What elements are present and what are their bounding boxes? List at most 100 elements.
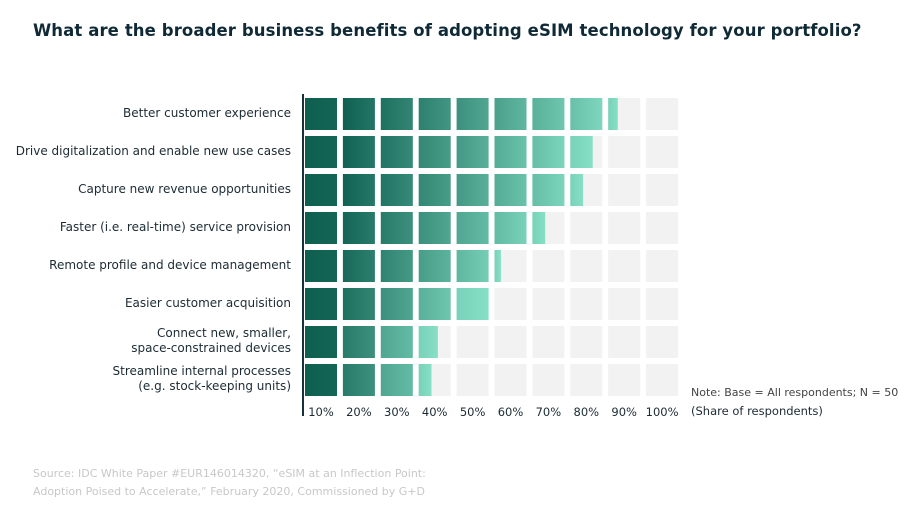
x-tick-label: 80% bbox=[574, 405, 600, 419]
empty-cell bbox=[532, 364, 565, 396]
bar-segment bbox=[342, 288, 375, 320]
empty-cell bbox=[608, 174, 641, 206]
x-tick-label: 50% bbox=[460, 405, 486, 419]
x-tick-label: 40% bbox=[422, 405, 448, 419]
bar-segment bbox=[494, 174, 527, 206]
bar-segment bbox=[418, 250, 451, 282]
bar-segment bbox=[305, 212, 337, 244]
empty-cell bbox=[608, 288, 641, 320]
bar-segment bbox=[532, 98, 565, 130]
empty-cell bbox=[646, 250, 679, 282]
category-label: Remote profile and device management bbox=[49, 257, 291, 272]
category-label: Streamline internal processes (e.g. stock… bbox=[112, 364, 292, 393]
bar-segment bbox=[380, 174, 413, 206]
category-label: Drive digitalization and enable new use … bbox=[15, 143, 291, 158]
bar-segment bbox=[570, 136, 593, 168]
empty-cell bbox=[456, 326, 489, 358]
bar-segment bbox=[494, 250, 501, 282]
empty-cell bbox=[646, 212, 679, 244]
empty-cell bbox=[570, 326, 603, 358]
category-label: Faster (i.e. real-time) service provisio… bbox=[59, 219, 291, 234]
bar-segment bbox=[305, 98, 337, 130]
empty-cell bbox=[456, 364, 489, 396]
category-label: Connect new, smaller, space-constrained d… bbox=[131, 326, 291, 355]
bar-segment bbox=[570, 98, 603, 130]
empty-cell bbox=[608, 136, 641, 168]
bar-segment bbox=[342, 250, 375, 282]
note: Note: Base = All respondents; N = 50 bbox=[691, 386, 899, 399]
bar-segment bbox=[380, 364, 413, 396]
bar-segment bbox=[305, 174, 337, 206]
category-label: Easier customer acquisition bbox=[124, 295, 291, 310]
bar-segment bbox=[418, 174, 451, 206]
bar-segment bbox=[380, 98, 413, 130]
empty-cell bbox=[608, 364, 641, 396]
empty-cell bbox=[646, 288, 679, 320]
bar-segment bbox=[342, 364, 375, 396]
bar-segment bbox=[380, 212, 413, 244]
bar-segment bbox=[418, 326, 438, 358]
bar-segment bbox=[380, 326, 413, 358]
bar-segment bbox=[305, 250, 337, 282]
bar-chart: 10% 20% 30% 40% 50% 60% 70% 80% 90% 100% bbox=[302, 94, 679, 419]
bar-segment bbox=[532, 212, 546, 244]
x-tick-label: 30% bbox=[384, 405, 410, 419]
empty-cell bbox=[608, 212, 641, 244]
x-axis-label: (Share of respondents) bbox=[691, 404, 823, 418]
x-tick-label: 100% bbox=[646, 405, 679, 419]
x-tick-label: 20% bbox=[346, 405, 372, 419]
bar-segment bbox=[305, 136, 337, 168]
bar-segment bbox=[305, 364, 337, 396]
empty-cell bbox=[570, 288, 603, 320]
chart-title: What are the broader business benefits o… bbox=[33, 21, 862, 40]
x-tick-label: 10% bbox=[308, 405, 334, 419]
bar-segment bbox=[418, 98, 451, 130]
bar-segment bbox=[532, 174, 565, 206]
bar-segment bbox=[456, 136, 489, 168]
bar-segment bbox=[494, 136, 527, 168]
bar-segment bbox=[456, 174, 489, 206]
bar-segment bbox=[380, 136, 413, 168]
empty-cell bbox=[570, 250, 603, 282]
x-tick-label: 70% bbox=[536, 405, 562, 419]
bar-segment bbox=[380, 288, 413, 320]
bar-segment bbox=[418, 364, 432, 396]
bar-segment bbox=[456, 250, 489, 282]
bar-segment bbox=[608, 98, 618, 130]
empty-cell bbox=[646, 326, 679, 358]
empty-cell bbox=[494, 364, 527, 396]
empty-cell bbox=[646, 98, 679, 130]
bar-segment bbox=[342, 98, 375, 130]
bar-segment bbox=[342, 174, 375, 206]
empty-cell bbox=[532, 326, 565, 358]
empty-cell bbox=[608, 326, 641, 358]
bar-segment bbox=[456, 212, 489, 244]
bar-segment bbox=[532, 136, 565, 168]
empty-cell bbox=[608, 250, 641, 282]
bar-segment bbox=[305, 288, 337, 320]
x-tick-label: 60% bbox=[498, 405, 524, 419]
category-label: Better customer experience bbox=[123, 105, 291, 120]
empty-cell bbox=[570, 212, 603, 244]
source-line-1: Source: IDC White Paper #EUR146014320, “… bbox=[33, 467, 426, 480]
empty-cell bbox=[494, 288, 527, 320]
bar-segment bbox=[494, 98, 527, 130]
category-label: Capture new revenue opportunities bbox=[78, 181, 291, 196]
bar-segment bbox=[418, 136, 451, 168]
bar-segment bbox=[456, 98, 489, 130]
empty-cell bbox=[532, 250, 565, 282]
source-note: Source: IDC White Paper #EUR146014320, “… bbox=[33, 465, 426, 501]
bar-segment bbox=[418, 288, 451, 320]
bar-segment bbox=[570, 174, 584, 206]
bar-segment bbox=[342, 212, 375, 244]
empty-cell bbox=[646, 174, 679, 206]
x-tick-label: 90% bbox=[611, 405, 637, 419]
bar-segment bbox=[305, 326, 337, 358]
bar-segment bbox=[456, 288, 489, 320]
bar-segment bbox=[494, 212, 527, 244]
bar-segment bbox=[342, 326, 375, 358]
empty-cell bbox=[532, 288, 565, 320]
empty-cell bbox=[646, 136, 679, 168]
empty-cell bbox=[646, 364, 679, 396]
bar-segment bbox=[342, 136, 375, 168]
